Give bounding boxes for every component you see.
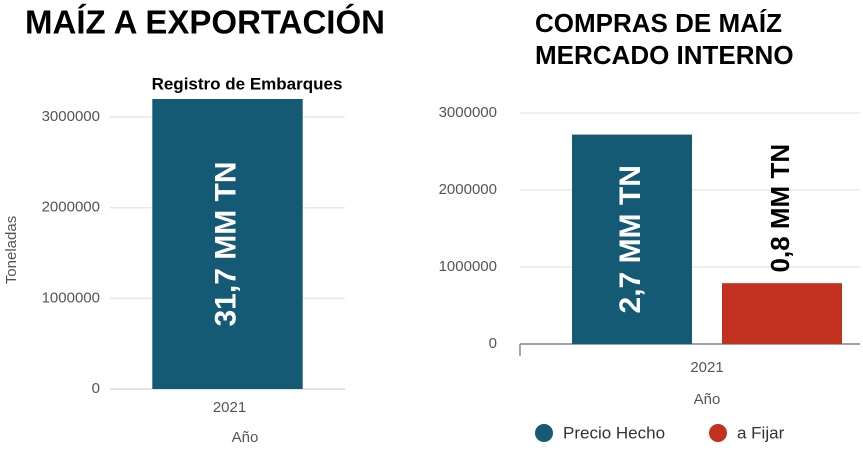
y-tick-label: 0 [92,380,100,397]
legend-swatch [709,424,727,442]
chart-title: MERCADO INTERNO [535,40,794,70]
bar [572,134,692,344]
legend-label: Precio Hecho [563,423,665,442]
chart-subtitle: Registro de Embarques [152,74,343,93]
x-tick-label: 2021 [213,399,246,416]
y-tick-label: 0 [489,335,497,352]
y-axis-label: Toneladas [3,216,20,284]
legend-swatch [535,424,553,442]
bar [722,283,842,344]
x-axis-label: Año [694,391,721,408]
legend-label: a Fijar [737,423,785,442]
y-tick-label: 1000000 [439,258,497,275]
x-tick-label: 2021 [690,359,723,376]
value-label: 31,7 MM TN [209,161,242,326]
chart-title: COMPRAS DE MAÍZ [535,8,782,38]
chart-title: MAÍZ A EXPORTACIÓN [25,4,385,41]
y-tick-label: 3000000 [439,104,497,121]
y-tick-label: 1000000 [42,289,100,306]
value-label: 0,8 MM TN [765,144,795,273]
bar [152,99,303,389]
value-label: 2,7 MM TN [614,165,647,313]
x-axis-label: Año [232,429,259,446]
y-tick-label: 2000000 [42,199,100,216]
y-tick-label: 3000000 [42,108,100,125]
y-tick-label: 2000000 [439,181,497,198]
